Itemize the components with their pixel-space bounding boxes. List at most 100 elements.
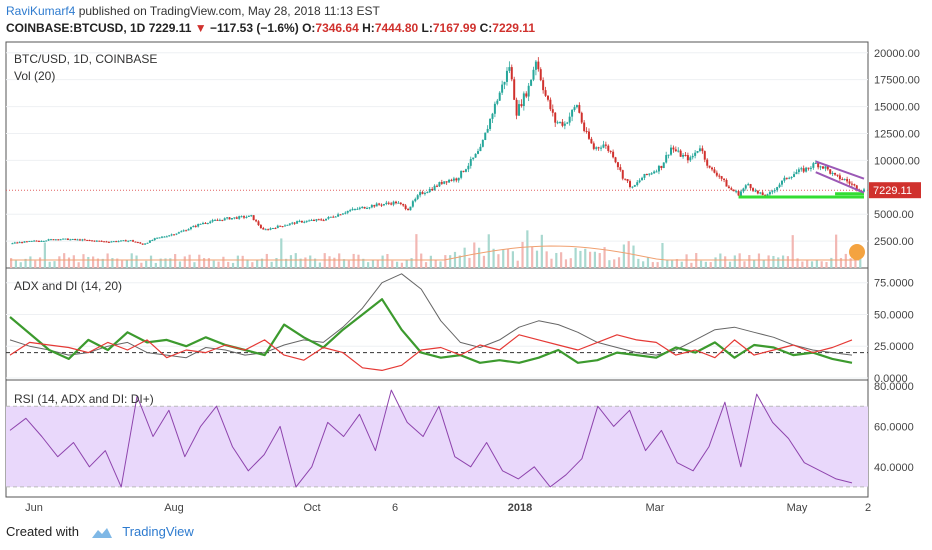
volume-bar: [830, 257, 833, 268]
volume-bar: [371, 260, 375, 268]
candle-body: [795, 172, 798, 175]
volume-bar: [275, 258, 278, 268]
candle-body: [631, 186, 634, 188]
candle-body: [296, 221, 299, 224]
tradingview-logo-icon: [91, 527, 112, 538]
volume-bar: [193, 262, 196, 268]
volume-bars: [10, 230, 862, 268]
volume-bar: [555, 252, 558, 268]
candle-body: [768, 192, 771, 195]
volume-bar: [116, 258, 119, 268]
candle-body: [513, 79, 516, 100]
candle-body: [616, 162, 619, 168]
candle-body: [793, 174, 796, 177]
candle-body: [119, 240, 122, 242]
candle-body: [703, 151, 706, 160]
candle-body: [23, 241, 26, 243]
candle-body: [539, 69, 542, 81]
volume-bar: [637, 258, 640, 268]
candle-body: [235, 217, 238, 219]
rsi-tick-label: 60.0000: [874, 421, 914, 433]
candle-body: [773, 190, 776, 192]
candle-body: [146, 242, 149, 244]
volume-bar: [540, 234, 543, 268]
tradingview-link[interactable]: TradingView: [122, 524, 194, 539]
candle-body: [226, 217, 229, 219]
candle-body: [315, 219, 318, 221]
candle-body: [544, 90, 547, 96]
volume-bar: [140, 262, 143, 268]
candle-body: [472, 157, 475, 160]
candle-body: [766, 194, 769, 197]
candle-body: [575, 105, 578, 108]
candle-body: [800, 168, 803, 170]
candle-body: [479, 146, 482, 152]
volume-bar: [825, 262, 828, 268]
candle-body: [739, 191, 742, 196]
volume-bar: [395, 261, 399, 268]
candle-body: [436, 185, 438, 187]
x-tick-label: Oct: [303, 502, 320, 514]
candle-body: [366, 208, 369, 210]
candle-body: [173, 234, 176, 236]
candle-body: [809, 167, 812, 169]
candle-body: [404, 205, 407, 209]
candle-body: [841, 179, 844, 181]
candle-body: [426, 192, 429, 194]
x-tick-label: 2: [865, 502, 871, 514]
low-value: 7167.99: [432, 21, 477, 35]
volume-bar: [164, 258, 167, 268]
volume-bar: [719, 253, 722, 268]
candle-body: [117, 241, 120, 243]
candle-body: [732, 189, 735, 192]
candle-body: [421, 192, 424, 194]
candle-body: [546, 95, 549, 100]
volume-bar: [762, 259, 765, 268]
volume-bar: [516, 260, 519, 268]
candle-body: [370, 205, 373, 208]
candle-body: [279, 225, 282, 227]
rsi-tick-label: 80.0000: [874, 381, 914, 393]
candle-body: [670, 147, 673, 155]
candle-body: [727, 186, 730, 189]
candle-body: [590, 138, 593, 144]
volume-bar: [613, 259, 616, 268]
volume-bar: [289, 255, 293, 268]
volume-bar: [839, 257, 843, 268]
candle-body: [337, 214, 340, 217]
candle-body: [853, 184, 856, 186]
author-link[interactable]: RaviKumarf4: [6, 4, 76, 18]
volume-bar: [183, 256, 186, 268]
candle-body: [382, 204, 385, 206]
candle-body: [373, 205, 376, 207]
candle-body: [423, 193, 426, 195]
candle-body: [42, 240, 45, 242]
candle-body: [583, 122, 586, 131]
candle-body: [477, 151, 480, 154]
candle-body: [720, 176, 723, 179]
volume-bar: [642, 261, 645, 268]
candle-body: [585, 130, 588, 132]
candle-body: [592, 143, 595, 149]
candle-body: [817, 162, 820, 168]
volume-bar: [154, 262, 157, 268]
candle-body: [457, 177, 460, 181]
volume-bar: [63, 253, 66, 268]
chart-canvas[interactable]: 75.0000 50.0000 25.0000 0.0000 80.0000 60.00…: [0, 0, 932, 520]
candle-body: [93, 240, 96, 242]
candle-body: [66, 238, 69, 240]
candle-body: [573, 107, 576, 110]
candle-body: [83, 239, 86, 241]
candle-body: [78, 239, 81, 241]
candle-body: [358, 207, 361, 209]
volume-bar: [236, 255, 239, 268]
candle-body: [228, 217, 231, 220]
candle-body: [836, 174, 839, 176]
candle-body: [551, 109, 554, 113]
volume-bar: [106, 253, 109, 268]
volume-bar: [767, 255, 770, 268]
price-tick-label: 15000.00: [874, 102, 920, 114]
price-tick-label: 17500.00: [874, 75, 920, 87]
candle-body: [416, 195, 419, 199]
volume-bar: [579, 250, 582, 268]
